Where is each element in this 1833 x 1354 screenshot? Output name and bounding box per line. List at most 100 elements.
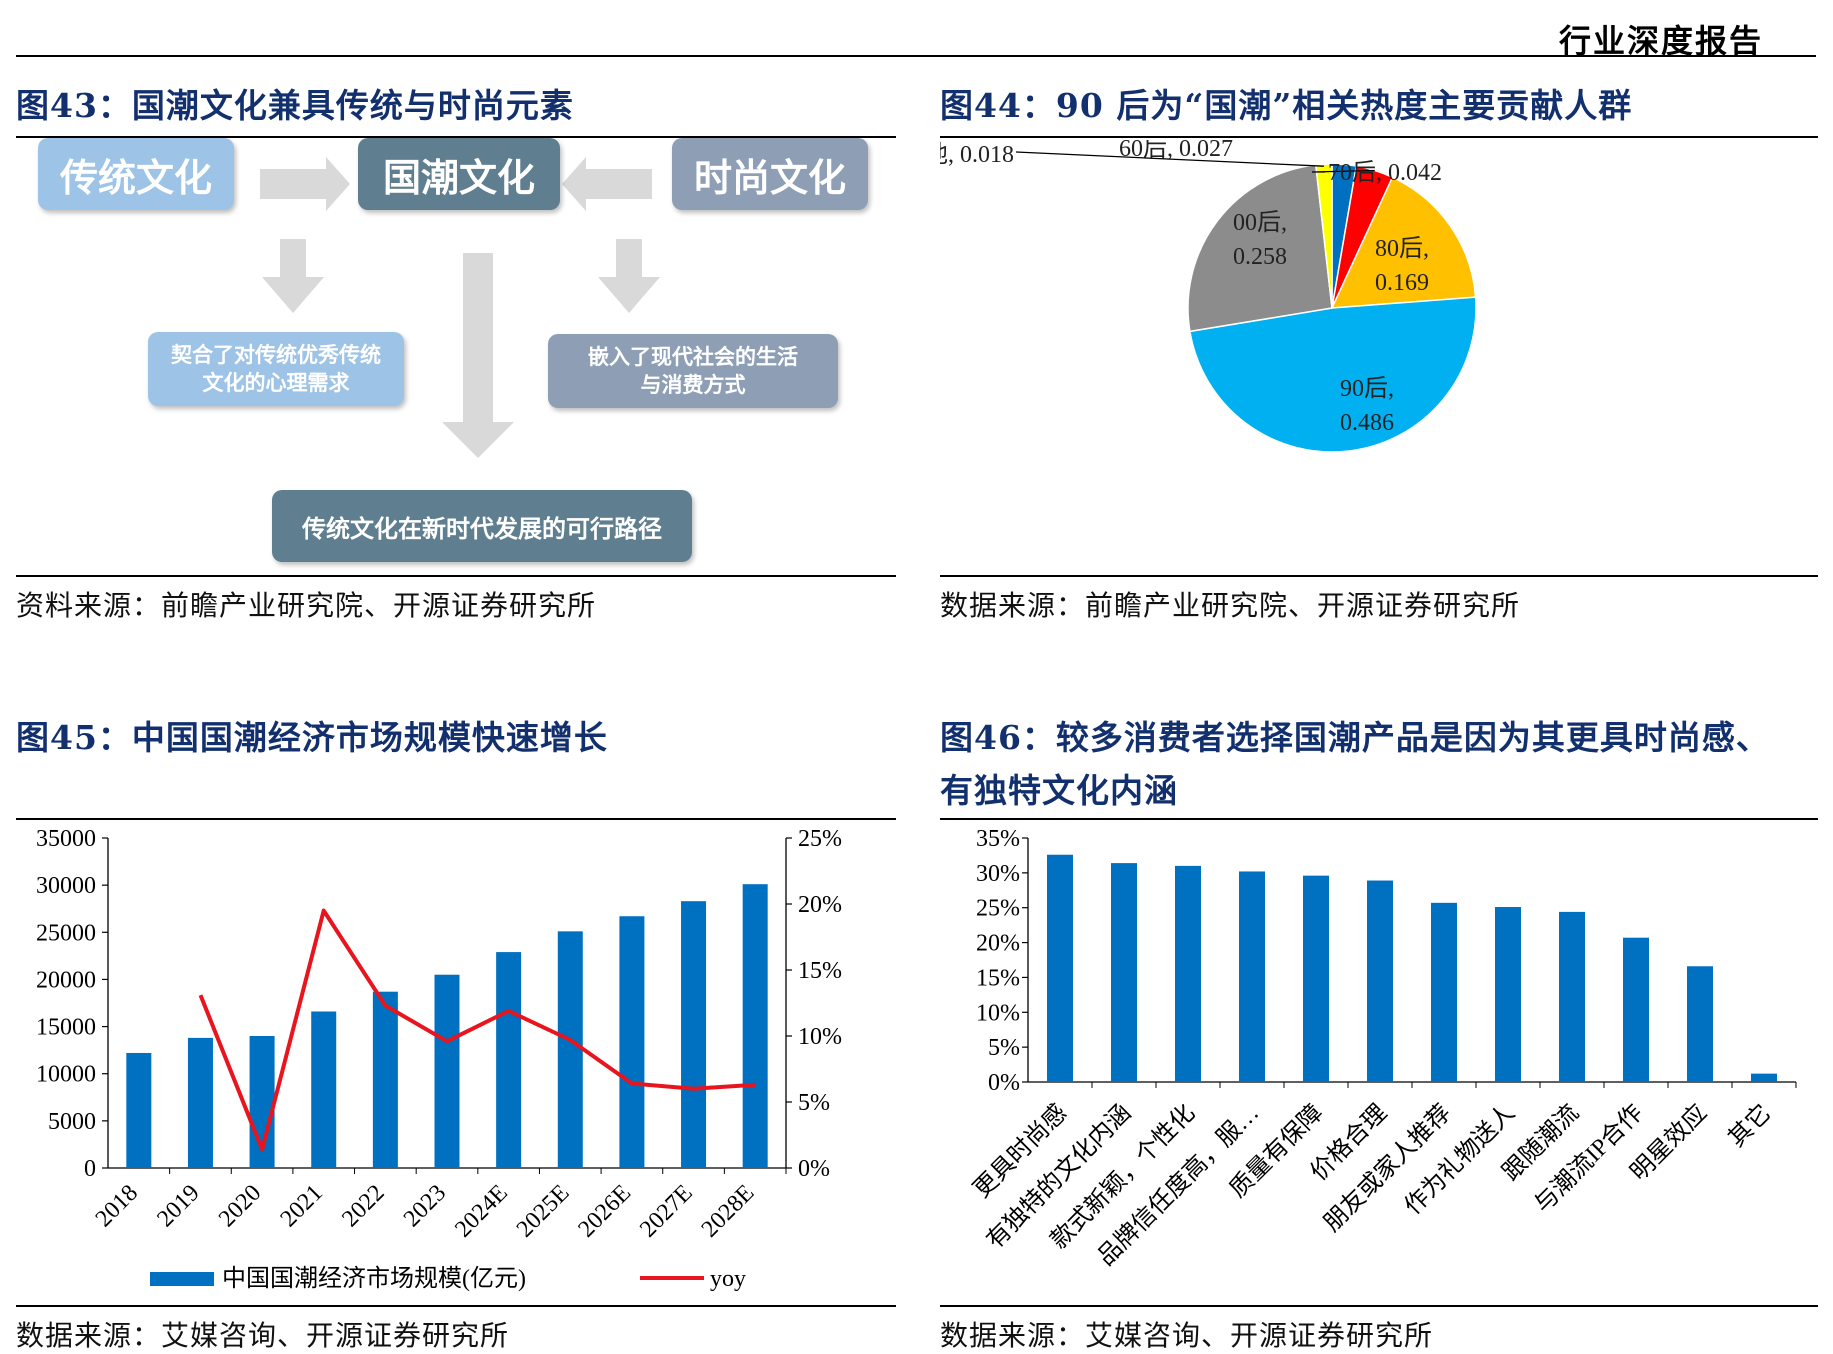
bar-0 xyxy=(1047,854,1073,1082)
bar-2019 xyxy=(187,1037,213,1168)
guochao-culture-box: 国潮文化 xyxy=(358,138,560,210)
x-tick-label: 2027E xyxy=(635,1180,698,1243)
x-tick-label: 2022 xyxy=(337,1180,389,1232)
fig44-source: 数据来源：前瞻产业研究院、开源证券研究所 xyxy=(940,589,1521,622)
bar-10 xyxy=(1687,966,1713,1082)
left-tick-label: 25000 xyxy=(36,920,96,946)
left-tick-label: 15000 xyxy=(36,1015,96,1041)
legend-line-label: yoy xyxy=(710,1266,746,1292)
fig45-chart: 0 5000 10000 15000 20000 25000 30000 35000 0% 5% 1… xyxy=(36,826,842,1292)
pie-label-00后: 0.258 xyxy=(1233,244,1287,270)
right-tick-label: 10% xyxy=(798,1024,842,1050)
pie-label-00后: 00后, xyxy=(1233,209,1287,236)
pie-label-其他: 其他, 0.018 xyxy=(940,141,1014,168)
bar-6 xyxy=(1431,902,1457,1082)
x-tick-label: 2024E xyxy=(450,1180,513,1243)
pie-slice-90后 xyxy=(1189,296,1477,453)
bar-2028E xyxy=(742,884,768,1168)
bar-2021 xyxy=(311,1011,337,1168)
traditional-culture-box: 传统文化 xyxy=(38,138,234,210)
pie-label-70后: 70后, 0.042 xyxy=(1328,159,1442,186)
right-tick-label: 0% xyxy=(798,1156,830,1182)
bar-2022 xyxy=(372,991,398,1168)
fig46-chart: 0%5%10%15%20%25%30%35%更具时尚感有独特的文化内涵款式新颖，… xyxy=(968,826,1797,1271)
x-tick-label: 2018 xyxy=(91,1180,143,1232)
header-rule xyxy=(16,55,1816,57)
left-tick-label: 30000 xyxy=(36,873,96,899)
traditional-need-box: 契合了对传统优秀传统文化的心理需求 xyxy=(148,332,404,406)
modern-lifestyle-box: 嵌入了现代社会的生活与消费方式 xyxy=(548,334,838,408)
arrow-down-icon xyxy=(262,239,324,313)
fig46-title-line2: 有独特文化内涵 xyxy=(940,771,1178,810)
x-tick-label: 作为礼物送人 xyxy=(1399,1099,1520,1220)
fig46-title-line1: 图46：较多消费者选择国潮产品是因为其更具时尚感、 xyxy=(940,718,1770,757)
bar-1 xyxy=(1111,863,1137,1082)
y-tick-label: 20% xyxy=(976,931,1020,957)
left-tick-label: 10000 xyxy=(36,1062,96,1088)
bar-3 xyxy=(1239,871,1265,1082)
pie-label-60后: 60后, 0.027 xyxy=(1119,140,1233,162)
right-tick-label: 20% xyxy=(798,892,842,918)
fig44-bottom-rule xyxy=(940,575,1818,577)
x-tick-label: 2019 xyxy=(152,1180,204,1232)
fig44-title: 图44：90 后为“国潮”相关热度主要贡献人群 xyxy=(940,86,1633,125)
bar-2023 xyxy=(434,974,460,1168)
left-tick-label: 5000 xyxy=(48,1109,96,1135)
fig44-pie-chart: 80后, 0.169 90后, 0.486 00后, 0.258 60后, 0.027 70后… xyxy=(940,140,1477,453)
legend-bar-label: 中国国潮经济市场规模(亿元) xyxy=(222,1265,526,1292)
left-tick-label: 0 xyxy=(84,1156,96,1182)
y-tick-label: 5% xyxy=(988,1035,1020,1061)
y-tick-label: 0% xyxy=(988,1070,1020,1096)
pie-slice-其他 xyxy=(1314,163,1333,309)
right-tick-label: 25% xyxy=(798,826,842,852)
y-tick-label: 25% xyxy=(976,896,1020,922)
x-tick-label: 2026E xyxy=(573,1180,636,1243)
fig43-title: 图43：国潮文化兼具传统与时尚元素 xyxy=(16,86,574,125)
bar-2018 xyxy=(126,1052,152,1168)
report-type-label: 行业深度报告 xyxy=(1558,22,1763,60)
fig46-top-rule xyxy=(940,818,1818,820)
pie-label-80后: 0.169 xyxy=(1375,270,1429,296)
fig45-bottom-rule xyxy=(16,1305,896,1307)
pie-slice-00后 xyxy=(1187,164,1333,333)
bar-9 xyxy=(1623,937,1649,1082)
fig45-top-rule xyxy=(16,818,896,820)
bar-8 xyxy=(1559,911,1585,1082)
fig44-top-rule xyxy=(940,136,1818,138)
pie-slice-80后 xyxy=(1330,176,1477,309)
x-tick-label: 2023 xyxy=(399,1180,451,1232)
fig46-source: 数据来源：艾媒咨询、开源证券研究所 xyxy=(940,1319,1434,1352)
fig43-arrows xyxy=(260,157,660,458)
arrow-left-icon xyxy=(562,157,652,211)
left-tick-label: 35000 xyxy=(36,826,96,852)
x-tick-label: 2021 xyxy=(276,1180,328,1232)
fig43-source: 资料来源：前瞻产业研究院、开源证券研究所 xyxy=(16,589,597,622)
right-tick-label: 15% xyxy=(798,958,842,984)
y-tick-label: 30% xyxy=(976,861,1020,887)
bar-7 xyxy=(1495,907,1521,1082)
bar-2026E xyxy=(619,916,645,1168)
arrow-down-long-icon xyxy=(442,253,514,458)
bar-11 xyxy=(1751,1073,1777,1082)
legend-bar-swatch xyxy=(150,1272,214,1286)
x-tick-label: 与潮流IP合作 xyxy=(1529,1099,1648,1218)
pie-label-80后: 80后, xyxy=(1375,235,1429,262)
left-tick-label: 20000 xyxy=(36,967,96,993)
bar-4 xyxy=(1303,875,1329,1082)
leader-line xyxy=(1311,169,1375,173)
x-tick-label: 2025E xyxy=(512,1180,575,1243)
feasible-path-box: 传统文化在新时代发展的可行路径 xyxy=(272,490,692,562)
bar-5 xyxy=(1367,880,1393,1082)
fashion-culture-box: 时尚文化 xyxy=(672,138,868,210)
pie-label-90后: 0.486 xyxy=(1340,410,1394,436)
arrow-right-icon xyxy=(260,157,350,211)
yoy-line xyxy=(198,908,756,1152)
fig45-source: 数据来源：艾媒咨询、开源证券研究所 xyxy=(16,1319,510,1352)
x-tick-label: 其它 xyxy=(1723,1099,1776,1152)
x-tick-label: 2028E xyxy=(697,1180,760,1243)
y-tick-label: 35% xyxy=(976,826,1020,852)
arrow-down-icon xyxy=(598,239,660,313)
x-tick-label: 2020 xyxy=(214,1180,266,1232)
fig43-bottom-rule xyxy=(16,575,896,577)
right-tick-label: 5% xyxy=(798,1090,830,1116)
